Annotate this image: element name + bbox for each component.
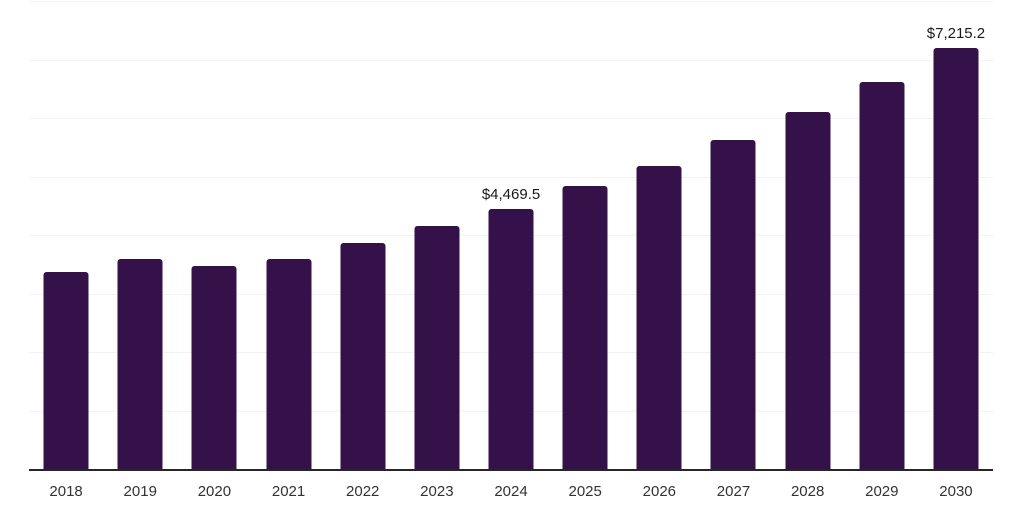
x-tick-2018: 2018 <box>49 483 83 500</box>
data-label-2030: $7,215.2 <box>926 24 986 42</box>
x-tick-2028: 2028 <box>790 483 825 500</box>
bar-2028 <box>785 112 831 470</box>
bar-slot-2020 <box>177 0 251 470</box>
bar-2018 <box>43 272 89 470</box>
bar-2026 <box>636 165 682 470</box>
plot-area: $4,469.5 $7,215.2 <box>29 0 993 470</box>
bar-slot-2019 <box>103 0 177 470</box>
x-tick-2026: 2026 <box>642 483 677 500</box>
bars-row: $4,469.5 $7,215.2 <box>29 0 993 470</box>
bar-slot-2030: $7,215.2 <box>919 0 993 470</box>
bar-2022 <box>340 243 386 470</box>
x-tick-2020: 2020 <box>197 483 232 500</box>
bar-slot-2028 <box>771 0 845 470</box>
bar-2027 <box>710 140 756 470</box>
bar-slot-2025 <box>548 0 622 470</box>
bar-slot-2023 <box>400 0 474 470</box>
x-tick-2022: 2022 <box>346 483 380 500</box>
data-label-2024: $4,469.5 <box>481 185 541 203</box>
x-axis-line <box>29 469 993 471</box>
x-tick-2019: 2019 <box>123 483 157 500</box>
gridline-8000 <box>29 1 993 2</box>
bar-2021 <box>266 258 312 470</box>
x-tick-2021: 2021 <box>271 483 306 500</box>
x-tick-2027: 2027 <box>716 483 751 500</box>
bar-2019 <box>117 259 163 470</box>
bar-slot-2021 <box>251 0 325 470</box>
bar-slot-2027 <box>696 0 770 470</box>
gridline-6000 <box>29 118 993 119</box>
x-tick-2030: 2030 <box>939 483 973 500</box>
x-tick-2029: 2029 <box>865 483 899 500</box>
x-axis-labels: 2018 2019 2020 2021 2022 2023 2024 2025 2026 2027… <box>29 483 993 501</box>
bar-slot-2029 <box>845 0 919 470</box>
bar-2023 <box>414 226 460 470</box>
bar-slot-2024: $4,469.5 <box>474 0 548 470</box>
bar-slot-2018 <box>29 0 103 470</box>
bar-2020 <box>191 266 237 470</box>
bar-slot-2022 <box>326 0 400 470</box>
bar-2029 <box>859 81 905 470</box>
x-tick-2025: 2025 <box>568 483 602 500</box>
gridline-7000 <box>29 59 993 61</box>
bar-2025 <box>562 186 608 470</box>
x-tick-2023: 2023 <box>420 483 454 500</box>
bar-slot-2026 <box>622 0 696 470</box>
bar-2030 <box>933 47 979 470</box>
gridline-5000 <box>29 176 993 178</box>
bar-2024 <box>488 208 534 470</box>
x-tick-2024: 2024 <box>494 483 528 500</box>
